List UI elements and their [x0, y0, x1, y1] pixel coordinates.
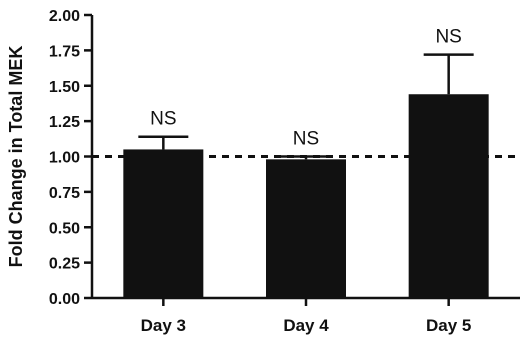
x-tick-label: Day 5 [426, 316, 471, 335]
bar [266, 159, 346, 298]
y-tick-label: 1.75 [49, 43, 80, 60]
y-axis: 0.00 0.25 0.50 0.75 1.00 1.25 1.50 1.75 2.00 [49, 8, 94, 308]
y-tick-label: 2.00 [49, 8, 80, 25]
y-tick-label: 0.50 [49, 220, 80, 237]
y-tick-label: 0.75 [49, 185, 80, 202]
x-axis: Day 3 Day 4 Day 5 [92, 296, 520, 335]
bar [123, 149, 204, 298]
y-axis-label: Fold Change in Total MEK [6, 46, 26, 268]
significance-label: NS [150, 109, 176, 130]
y-tick-label: 0.25 [49, 256, 80, 273]
x-tick-label: Day 4 [283, 316, 329, 335]
x-tick-label: Day 3 [141, 316, 186, 335]
y-tick-label: 1.50 [49, 79, 80, 96]
y-tick-label: 0.00 [49, 291, 80, 308]
bars [123, 53, 489, 299]
bar [408, 94, 489, 299]
y-tick-label: 1.00 [49, 150, 80, 167]
significance-label: NS [435, 27, 461, 48]
y-tick-label: 1.25 [49, 114, 80, 131]
annotations: NS NS NS [150, 27, 462, 150]
significance-label: NS [293, 129, 319, 150]
